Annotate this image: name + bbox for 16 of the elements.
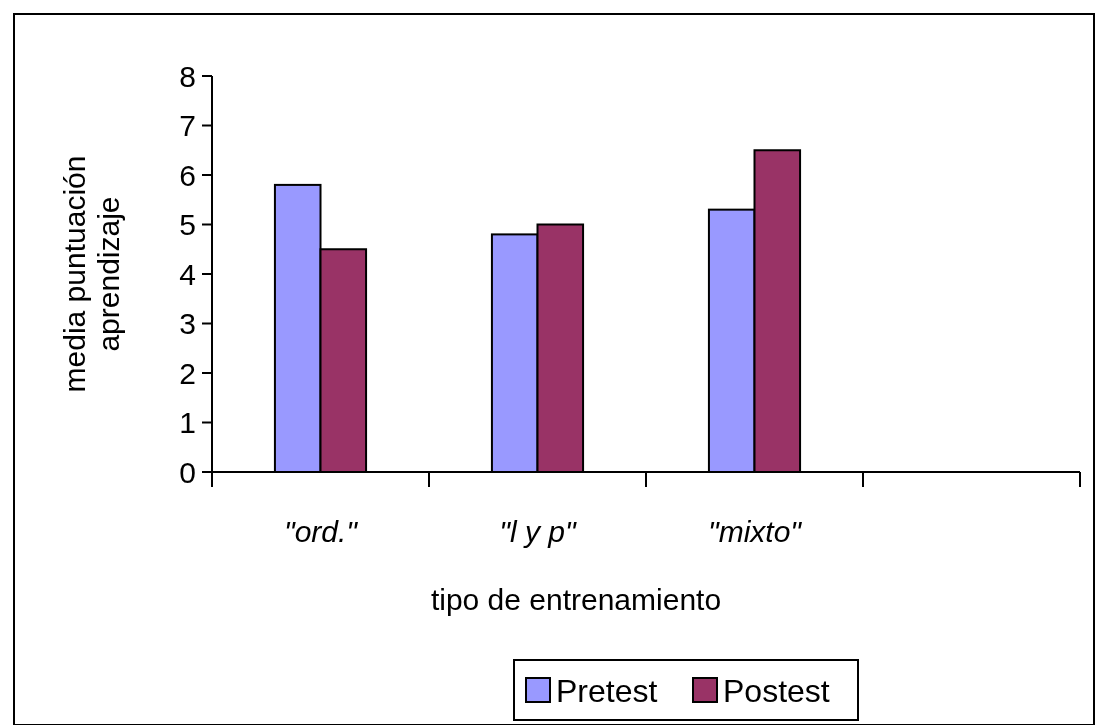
x-tick-label: "mixto" [708,515,803,548]
y-tick-label: 2 [179,356,196,390]
y-tick-label: 7 [179,109,196,142]
y-tick-label: 8 [179,59,196,93]
x-axis-title: tipo de entrenamiento [430,583,722,616]
x-tick-label: "ord." [284,515,359,548]
y-axis-title: media puntuación aprendizaje [58,155,125,393]
y-tick-label: 0 [179,455,196,489]
y-tick-label: 4 [179,257,196,291]
y-tick-label: 5 [179,208,196,241]
legend-label: Pretest [556,673,658,709]
x-tick-label: "l y p" [499,515,577,548]
y-tick-label: 3 [179,307,196,340]
legend-label: Postest [723,673,830,709]
y-tick-label: 1 [179,406,196,439]
y-tick-label: 6 [179,158,196,192]
